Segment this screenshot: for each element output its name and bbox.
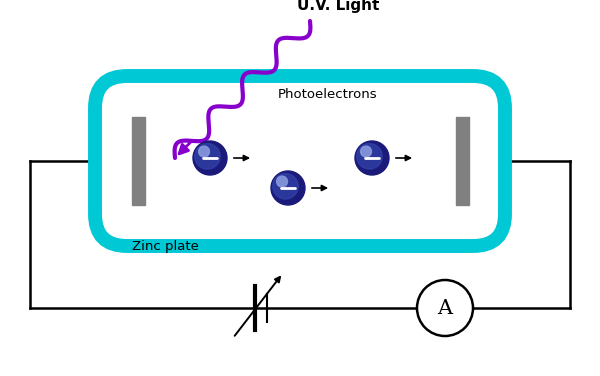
Circle shape <box>199 146 209 157</box>
Text: Photoelectrons: Photoelectrons <box>278 88 377 101</box>
Bar <box>131 117 145 205</box>
Text: U.V. Light: U.V. Light <box>297 0 379 13</box>
Circle shape <box>355 141 389 175</box>
Circle shape <box>272 174 298 199</box>
Circle shape <box>417 280 473 336</box>
Circle shape <box>193 141 227 175</box>
Circle shape <box>194 144 220 169</box>
Text: Zinc plate: Zinc plate <box>131 240 199 253</box>
Circle shape <box>361 146 371 157</box>
Circle shape <box>271 171 305 205</box>
Circle shape <box>277 176 287 187</box>
Bar <box>455 117 469 205</box>
Circle shape <box>356 144 382 169</box>
FancyBboxPatch shape <box>95 76 505 246</box>
Text: A: A <box>437 299 452 317</box>
